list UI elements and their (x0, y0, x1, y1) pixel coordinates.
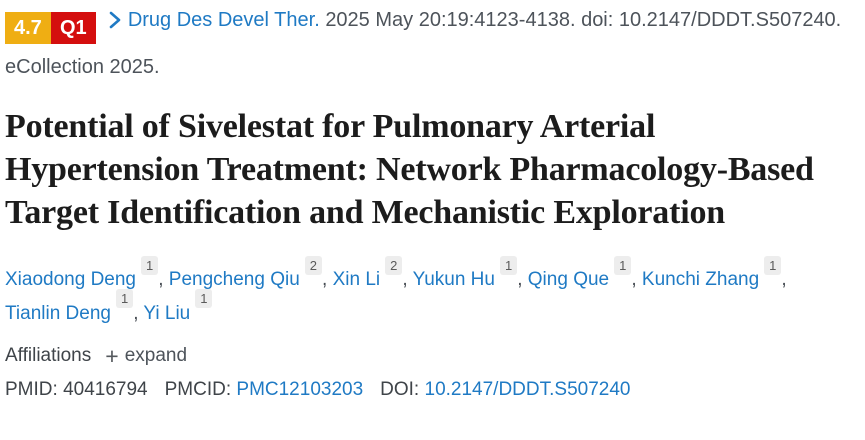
pmcid-link[interactable]: PMC12103203 (236, 378, 364, 400)
author: Xin Li2 (332, 256, 413, 291)
author-affiliation-sup[interactable]: 2 (385, 256, 403, 276)
pmcid-label: PMCID: (164, 378, 232, 400)
plus-icon: + (105, 342, 119, 369)
author-affiliation-sup[interactable]: 1 (764, 256, 782, 276)
author-affiliation-sup[interactable]: 1 (195, 289, 213, 309)
article-title: Potential of Sivelestat for Pulmonary Ar… (5, 108, 814, 231)
affiliations-row: Affiliations + expand (5, 342, 857, 369)
quartile-badge: Q1 (50, 12, 96, 44)
author: Yukun Hu1 (412, 256, 528, 291)
author: Qing Que1 (527, 256, 642, 291)
doi-label: DOI: (380, 378, 420, 400)
citation-block: 4.7 Q1 Drug Des Devel Ther. 2025 May 20:19… (5, 6, 857, 81)
ecollection-text: eCollection 2025. (5, 56, 160, 78)
author: Yi Liu1 (143, 289, 213, 324)
author-link[interactable]: Xiaodong Deng (5, 269, 136, 291)
author-affiliation-sup[interactable]: 1 (141, 256, 159, 276)
expand-affiliations-button[interactable]: + expand (105, 342, 188, 369)
pmcid-group: PMCID: PMC12103203 (165, 379, 364, 401)
author-affiliation-sup[interactable]: 1 (115, 289, 134, 309)
author-link[interactable]: Pengcheng Qiu (168, 269, 300, 291)
author-link[interactable]: Yukun Hu (412, 269, 495, 291)
pmid-group: PMID: 40416794 (5, 379, 148, 401)
author-link[interactable]: Tianlin Deng (5, 302, 111, 324)
pmid-label: PMID: (5, 378, 58, 400)
identifiers-row: PMID: 40416794 PMCID: PMC12103203 DOI: 1… (5, 379, 857, 401)
author-link[interactable]: Qing Que (527, 269, 610, 291)
author: Pengcheng Qiu2 (168, 256, 333, 291)
citation-details: 2025 May 20:19:4123-4138. doi: 10.2147/D… (325, 9, 842, 31)
author: Xiaodong Deng1 (5, 256, 169, 291)
doi-group: DOI: 10.2147/DDDT.S507240 (380, 379, 630, 401)
author-link[interactable]: Kunchi Zhang (641, 269, 760, 291)
doi-link[interactable]: 10.2147/DDDT.S507240 (424, 378, 631, 400)
chevron-right-icon (109, 11, 121, 29)
author-affiliation-sup[interactable]: 1 (499, 256, 518, 276)
author: Tianlin Deng1 (5, 289, 143, 324)
pmid-value: 40416794 (63, 378, 148, 400)
affiliations-label: Affiliations (5, 345, 92, 367)
journal-link[interactable]: Drug Des Devel Ther. (127, 9, 320, 31)
authors-list: Xiaodong Deng1Pengcheng Qiu2Xin Li2Yukun… (5, 256, 845, 330)
author-link[interactable]: Yi Liu (143, 302, 191, 324)
article-header: 4.7 Q1 Drug Des Devel Ther. 2025 May 20:19… (5, 6, 857, 401)
author-affiliation-sup[interactable]: 2 (304, 256, 323, 276)
author-link[interactable]: Xin Li (332, 269, 381, 291)
expand-affiliations-label: expand (124, 345, 188, 367)
author-affiliation-sup[interactable]: 1 (614, 256, 632, 276)
journal-toggle-button[interactable] (108, 11, 122, 32)
impact-factor-badge: 4.7 (5, 12, 51, 44)
author: Kunchi Zhang1 (641, 256, 787, 291)
